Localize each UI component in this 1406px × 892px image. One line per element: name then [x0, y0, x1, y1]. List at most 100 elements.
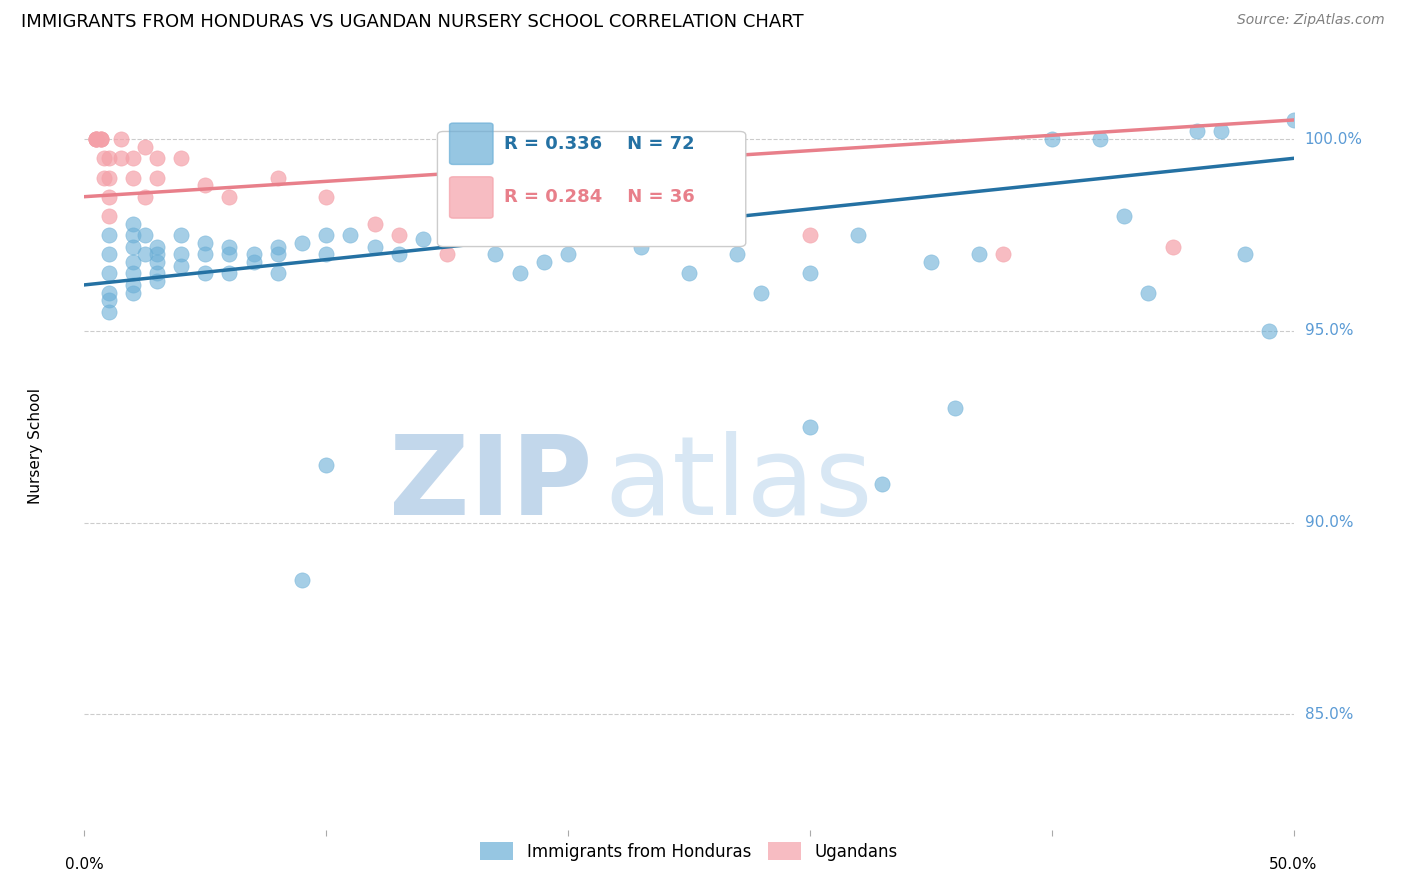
- Text: 85.0%: 85.0%: [1305, 707, 1353, 722]
- Point: [436, 247, 458, 261]
- Point: [93, 151, 115, 165]
- Point: [134, 227, 156, 242]
- Point: [605, 170, 627, 185]
- Point: [654, 217, 676, 231]
- Text: 50.0%: 50.0%: [1270, 857, 1317, 872]
- Point: [218, 247, 240, 261]
- Point: [388, 247, 411, 261]
- Point: [315, 227, 337, 242]
- Point: [339, 227, 361, 242]
- Point: [121, 239, 143, 253]
- Point: [146, 247, 169, 261]
- Point: [267, 267, 290, 281]
- Point: [725, 247, 748, 261]
- Point: [388, 227, 411, 242]
- Point: [920, 255, 942, 269]
- Point: [291, 574, 314, 588]
- Point: [412, 232, 434, 246]
- Point: [678, 227, 700, 242]
- Text: 100.0%: 100.0%: [1305, 132, 1362, 146]
- Point: [436, 227, 458, 242]
- Point: [1185, 124, 1208, 138]
- Point: [363, 217, 385, 231]
- Point: [1137, 285, 1160, 300]
- Point: [146, 151, 169, 165]
- Point: [170, 227, 193, 242]
- FancyBboxPatch shape: [437, 131, 745, 246]
- FancyBboxPatch shape: [450, 123, 494, 164]
- Point: [97, 227, 120, 242]
- Point: [484, 247, 506, 261]
- Point: [93, 170, 115, 185]
- Point: [267, 239, 290, 253]
- Point: [86, 132, 108, 146]
- Point: [218, 267, 240, 281]
- Point: [291, 235, 314, 250]
- Text: Source: ZipAtlas.com: Source: ZipAtlas.com: [1237, 13, 1385, 28]
- Point: [605, 227, 627, 242]
- Point: [97, 247, 120, 261]
- Point: [533, 255, 555, 269]
- Point: [97, 267, 120, 281]
- Point: [678, 267, 700, 281]
- Point: [993, 247, 1015, 261]
- Point: [134, 247, 156, 261]
- Point: [194, 235, 217, 250]
- Point: [509, 267, 531, 281]
- Point: [121, 267, 143, 281]
- Text: ZIP: ZIP: [389, 431, 592, 538]
- Point: [110, 132, 132, 146]
- Point: [484, 227, 506, 242]
- Point: [121, 277, 143, 292]
- Point: [1040, 132, 1063, 146]
- Text: R = 0.336    N = 72: R = 0.336 N = 72: [503, 135, 695, 153]
- Point: [846, 227, 869, 242]
- Point: [121, 170, 143, 185]
- Point: [146, 267, 169, 281]
- Point: [97, 190, 120, 204]
- Point: [121, 285, 143, 300]
- Point: [170, 259, 193, 273]
- Point: [97, 151, 120, 165]
- Point: [315, 247, 337, 261]
- Text: 95.0%: 95.0%: [1305, 324, 1353, 338]
- Point: [146, 274, 169, 288]
- Point: [1258, 324, 1281, 338]
- Point: [242, 247, 264, 261]
- Text: Nursery School: Nursery School: [28, 388, 44, 504]
- Point: [1114, 209, 1136, 223]
- Point: [146, 239, 169, 253]
- Text: R = 0.284    N = 36: R = 0.284 N = 36: [503, 188, 695, 206]
- Point: [97, 209, 120, 223]
- Point: [1234, 247, 1257, 261]
- Text: atlas: atlas: [605, 431, 873, 538]
- Point: [86, 132, 108, 146]
- Point: [86, 132, 108, 146]
- Point: [194, 247, 217, 261]
- Point: [146, 170, 169, 185]
- Point: [363, 239, 385, 253]
- Point: [630, 239, 652, 253]
- Point: [267, 170, 290, 185]
- Point: [218, 190, 240, 204]
- FancyBboxPatch shape: [450, 177, 494, 219]
- Point: [97, 285, 120, 300]
- Point: [121, 227, 143, 242]
- Point: [315, 458, 337, 472]
- Point: [90, 132, 112, 146]
- Point: [134, 190, 156, 204]
- Text: 0.0%: 0.0%: [65, 857, 104, 872]
- Point: [218, 239, 240, 253]
- Point: [1282, 113, 1305, 128]
- Point: [121, 217, 143, 231]
- Point: [170, 247, 193, 261]
- Point: [194, 267, 217, 281]
- Point: [97, 293, 120, 308]
- Point: [134, 140, 156, 154]
- Point: [86, 132, 108, 146]
- Point: [121, 151, 143, 165]
- Text: 90.0%: 90.0%: [1305, 516, 1353, 530]
- Point: [90, 132, 112, 146]
- Point: [97, 304, 120, 318]
- Point: [315, 190, 337, 204]
